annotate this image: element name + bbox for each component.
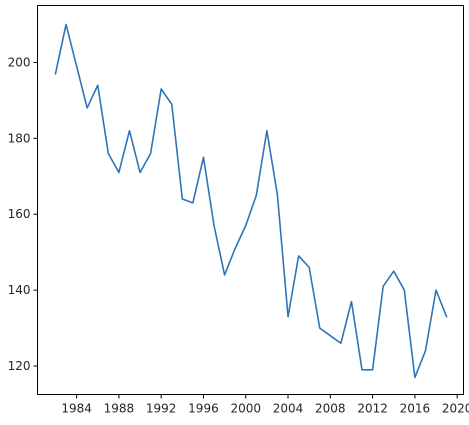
y-axis: 120 140 160 180 200 xyxy=(8,55,38,373)
y-tick-label: 180 xyxy=(8,131,31,145)
series-line xyxy=(54,23,448,379)
x-tick-label: 1992 xyxy=(146,402,177,416)
x-tick-label: 2008 xyxy=(315,402,346,416)
series-layer xyxy=(54,23,448,379)
plot-frame xyxy=(37,5,464,395)
x-tick-label: 2000 xyxy=(230,402,261,416)
x-tick-label: 1984 xyxy=(61,402,92,416)
x-axis: 1984 1988 1992 1996 2000 2004 2008 2012 2016 2020 xyxy=(61,394,469,416)
y-tick-label: 140 xyxy=(8,283,31,297)
x-tick-label: 1988 xyxy=(104,402,135,416)
x-tick-label: 2012 xyxy=(357,402,388,416)
x-tick-label: 1996 xyxy=(188,402,219,416)
y-tick-label: 200 xyxy=(8,55,31,69)
x-tick-label: 2020 xyxy=(442,402,469,416)
y-tick-label: 160 xyxy=(8,207,31,221)
x-tick-label: 2004 xyxy=(273,402,304,416)
x-tick-label: 2016 xyxy=(400,402,431,416)
y-tick-label: 120 xyxy=(8,359,31,373)
